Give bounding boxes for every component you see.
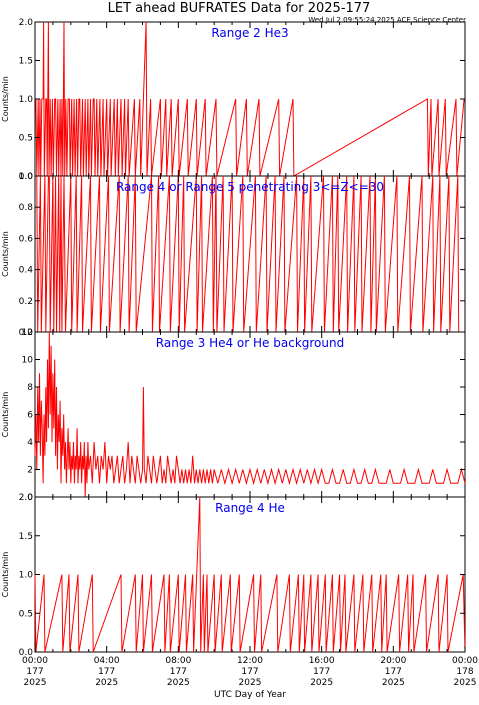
y-tick-label: 10 xyxy=(22,356,34,366)
panel-frame xyxy=(34,331,466,498)
figure-title: LET ahead BUFRATES Data for 2025-177 xyxy=(108,1,371,16)
panel-1: 0.0 0.5 1.0 1.5 2.0 Counts/min Range 2 He3 xyxy=(1,18,466,182)
x-tick-label: 2025 xyxy=(167,678,190,688)
panel-4: 0.0 0.5 1.0 1.5 2.0 Counts/min Range 4 He xyxy=(1,493,466,658)
y-tick-label: 0.4 xyxy=(19,266,34,276)
x-tick-label: 08:00 xyxy=(165,656,191,666)
x-tick-label: 2025 xyxy=(24,678,47,688)
y-tick-label: 0.8 xyxy=(19,203,34,213)
x-tick-label: 16:00 xyxy=(309,656,335,666)
x-tick-label: 177 xyxy=(385,667,402,677)
y-tick-label: 0.2 xyxy=(19,297,33,307)
panel-title: Range 4 or Range 5 penetrating 3<=Z<=30 xyxy=(116,180,384,194)
panel-3: 0 2 4 6 8 10 12 Counts/min Range 3 He4 or He bac… xyxy=(1,328,466,503)
x-tick-label: 00:00 xyxy=(452,656,478,666)
y-tick-label: 1.0 xyxy=(19,172,34,182)
y-tick-label: 1.5 xyxy=(19,57,33,67)
y-tick-label: 0.6 xyxy=(19,234,34,244)
y-tick-label: 0 xyxy=(27,493,33,503)
x-tick-label: 12:00 xyxy=(237,656,263,666)
y-axis-title: Counts/min xyxy=(1,231,10,277)
y-tick-label: 8 xyxy=(27,383,33,393)
y-tick-label: 0.0 xyxy=(19,328,34,338)
series-line xyxy=(35,175,460,333)
series-line xyxy=(34,331,466,498)
x-tick-label: 177 xyxy=(170,667,187,677)
series-line xyxy=(34,496,466,653)
y-tick-label: 1.0 xyxy=(19,95,34,105)
y-tick-label: 0.0 xyxy=(19,648,34,658)
y-tick-label: 0.5 xyxy=(19,134,33,144)
panel-2: 0.0 0.2 0.4 0.6 0.8 1.0 Counts/min Range 4 or R… xyxy=(1,172,466,338)
x-tick-label: 20:00 xyxy=(380,656,406,666)
x-tick-label: 177 xyxy=(98,667,115,677)
x-tick-label: 00:00 xyxy=(22,656,48,666)
panel-title: Range 4 He xyxy=(215,501,285,515)
panel-title: Range 3 He4 or He background xyxy=(156,336,344,350)
y-tick-label: 2 xyxy=(27,466,33,476)
x-tick-label: 04:00 xyxy=(94,656,120,666)
series-line xyxy=(35,21,465,177)
y-tick-label: 1.0 xyxy=(19,571,34,581)
panel-frame xyxy=(34,496,466,653)
y-tick-label: 2.0 xyxy=(19,493,34,503)
y-tick-label: 12 xyxy=(22,328,33,338)
x-tick-label: 2025 xyxy=(95,678,118,688)
y-axis-title: Counts/min xyxy=(1,392,10,438)
x-tick-label: 178 xyxy=(456,667,473,677)
x-tick-label: 177 xyxy=(26,667,43,677)
y-tick-label: 1.5 xyxy=(19,532,33,542)
y-tick-label: 6 xyxy=(27,411,33,421)
y-axis-title: Counts/min xyxy=(1,76,10,122)
x-tick-label: 2025 xyxy=(239,678,262,688)
x-axis-tick-labels: 00:00177202504:00177202508:00177202512:0… xyxy=(22,656,478,688)
x-tick-label: 2025 xyxy=(454,678,477,688)
y-tick-label: 0.5 xyxy=(19,609,33,619)
y-tick-label: 4 xyxy=(27,438,33,448)
generation-timestamp: Wed Jul 2 09:55:24 2025 ACE Science Cent… xyxy=(308,16,466,24)
x-tick-label: 177 xyxy=(313,667,330,677)
x-tick-label: 2025 xyxy=(382,678,405,688)
y-axis-title: Counts/min xyxy=(1,552,10,598)
x-axis-title: UTC Day of Year xyxy=(214,690,286,700)
panel-title: Range 2 He3 xyxy=(211,26,288,40)
x-tick-label: 177 xyxy=(241,667,258,677)
y-tick-label: 0.0 xyxy=(19,172,34,182)
x-tick-label: 2025 xyxy=(310,678,333,688)
y-tick-label: 2.0 xyxy=(19,18,34,28)
